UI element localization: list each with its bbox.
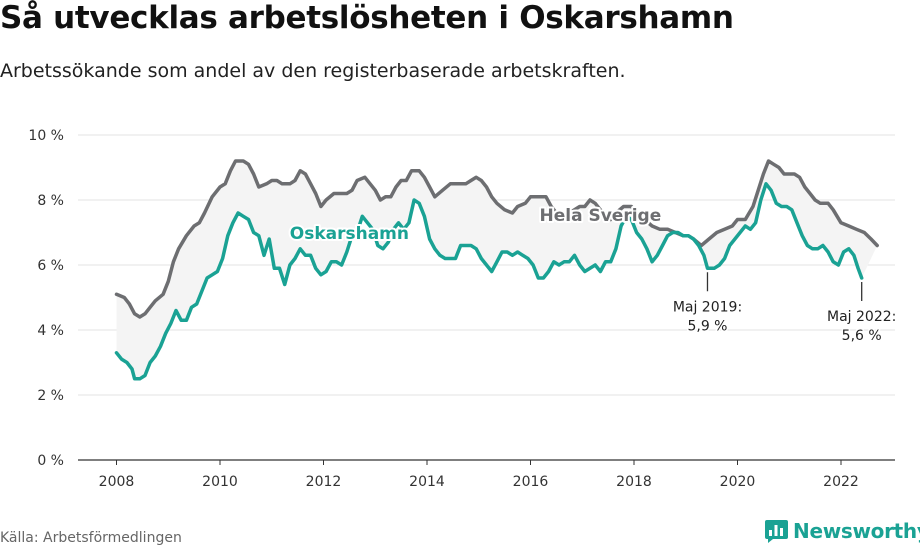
y-tick-label: 8 % — [37, 193, 64, 209]
newsworthy-chart-logo-icon — [765, 519, 788, 543]
annotation-label-value: 5,6 % — [842, 328, 882, 344]
chart-subtitle: Arbetssökande som andel av den registerb… — [0, 60, 626, 82]
series-lines — [114, 159, 879, 381]
x-tick-label: 2020 — [720, 474, 756, 490]
chart-title: Så utvecklas arbetslösheten i Oskarshamn — [0, 0, 734, 36]
y-axis: 0 % 2 % 4 % 6 % 8 % 10 % — [28, 128, 64, 469]
y-tick-label: 2 % — [37, 388, 64, 404]
series-labels: Oskarshamn Hela Sverige — [288, 204, 663, 246]
x-tick-label: 2016 — [513, 474, 549, 490]
y-tick-label: 4 % — [37, 323, 64, 339]
annotation-label-value: 5,9 % — [687, 318, 727, 334]
x-tick-label: 2008 — [99, 474, 135, 490]
x-tick-label: 2018 — [616, 474, 652, 490]
difference-band — [116, 161, 878, 379]
brand-logo[interactable]: Newsworthy — [765, 519, 920, 543]
x-tick-label: 2010 — [202, 474, 238, 490]
x-axis: 2008 2010 2012 2014 2016 2018 2020 2022 — [78, 459, 895, 490]
x-tick-label: 2012 — [306, 474, 342, 490]
x-tick-label: 2014 — [409, 474, 445, 490]
annotation-label-date: Maj 2022: — [827, 309, 896, 325]
x-tick-label: 2022 — [823, 474, 859, 490]
series-label-oskarshamn: Oskarshamn — [290, 224, 409, 244]
y-tick-label: 6 % — [37, 258, 64, 274]
y-tick-label: 10 % — [28, 128, 64, 144]
series-line-oskarshamn — [114, 182, 864, 381]
y-tick-label: 0 % — [37, 453, 64, 469]
series-label-hela-sverige: Hela Sverige — [539, 206, 661, 226]
annotation-label-date: Maj 2019: — [673, 299, 742, 315]
brand-name: Newsworthy — [793, 519, 920, 543]
annotations: Maj 2019: 5,9 % Maj 2022: 5,6 % — [671, 272, 898, 346]
series-line-hela-sverige — [114, 159, 879, 319]
difference-band-area — [116, 161, 878, 379]
source-note: Källa: Arbetsförmedlingen — [0, 530, 182, 546]
